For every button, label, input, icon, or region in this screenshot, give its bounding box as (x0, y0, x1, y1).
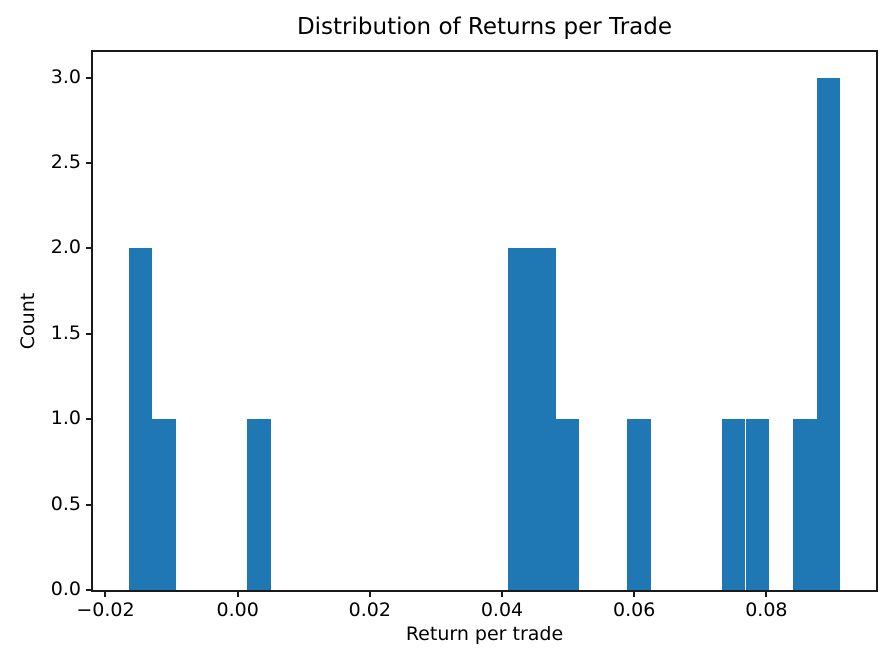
x-axis-label: Return per trade (405, 623, 564, 645)
histogram-bars (93, 52, 876, 590)
histogram-bar (721, 419, 746, 590)
x-tick-label: 0.06 (613, 599, 656, 621)
x-tick-mark (501, 592, 503, 597)
histogram-bar (531, 248, 556, 590)
y-tick-label: 3.0 (50, 65, 81, 88)
y-tick-mark (86, 503, 91, 506)
x-tick-mark (368, 592, 371, 597)
y-tick-mark (86, 247, 91, 250)
y-tick-label: 0.0 (50, 577, 81, 600)
histogram-bar (508, 248, 532, 590)
y-tick-mark (86, 162, 91, 165)
x-tick-mark (765, 592, 768, 597)
x-tick-label: 0.08 (745, 599, 788, 621)
histogram-bar (816, 77, 841, 590)
chart-title: Distribution of Returns per Trade (296, 14, 673, 40)
y-tick-mark (86, 589, 91, 591)
histogram-bar (152, 419, 177, 590)
x-tick-label: 0.02 (348, 599, 391, 621)
histogram-bar (626, 419, 651, 590)
y-tick-label: 1.5 (50, 321, 81, 344)
x-tick-mark (633, 592, 636, 597)
y-tick-label: 2.5 (50, 150, 81, 173)
y-tick-mark (86, 332, 91, 335)
x-tick-label: −0.02 (76, 599, 135, 621)
histogram-bar (128, 248, 153, 590)
plot-area (91, 50, 878, 592)
y-tick-label: 2.0 (50, 236, 81, 259)
histogram-bar (247, 419, 271, 590)
x-tick-label: 0.00 (216, 599, 259, 621)
histogram-bar (745, 419, 770, 590)
y-tick-mark (86, 418, 91, 421)
y-tick-label: 0.5 (50, 492, 81, 515)
y-axis-label: Count (17, 292, 39, 350)
x-tick-mark (236, 592, 239, 597)
histogram-bar (792, 419, 817, 590)
y-tick-label: 1.0 (50, 407, 81, 430)
x-tick-label: 0.04 (480, 599, 524, 621)
y-tick-mark (86, 76, 91, 79)
x-tick-mark (104, 592, 107, 597)
histogram-bar (555, 419, 580, 590)
